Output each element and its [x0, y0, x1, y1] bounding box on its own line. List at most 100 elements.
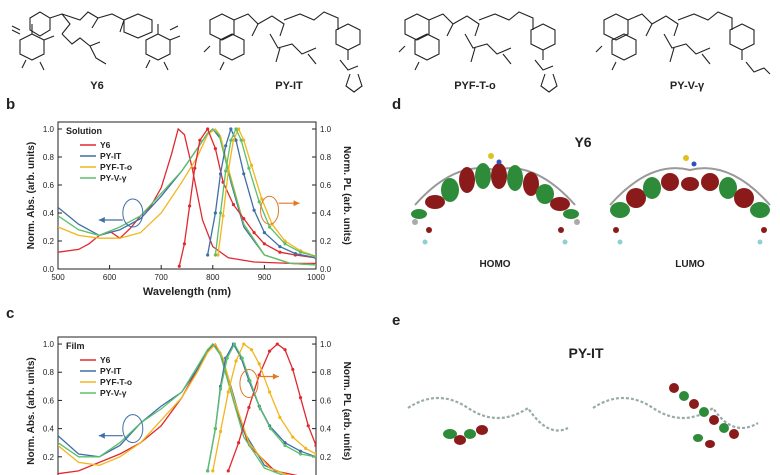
pl-point-y6-pl: [298, 396, 303, 400]
pl-point-pyf-t-o-pl: [304, 446, 308, 450]
y-tick-label-right: 0.8: [320, 153, 332, 162]
pl-point-py-v-pl: [298, 452, 303, 456]
pl-point-pyf-t-o-pl: [267, 390, 272, 394]
pl-point-py-it-pl: [252, 208, 256, 212]
pl-point-y6-pl: [213, 147, 217, 151]
y-tick-label-right: 0.8: [320, 368, 332, 377]
pl-highlight-circle: [260, 195, 280, 225]
pl-point-py-v-pl: [283, 443, 287, 448]
pl-point-y6-pl: [275, 342, 279, 346]
y-tick-label-right: 0.0: [320, 265, 332, 274]
y-tick-label-right: 1.0: [320, 125, 332, 134]
pl-point-py-v-pl: [248, 379, 252, 383]
pl-point-py-v-pl: [314, 455, 316, 459]
pl-point-py-v-pl: [258, 407, 262, 411]
pl-point-py-v-pl: [298, 250, 303, 254]
pl-point-py-it-pl: [234, 138, 238, 142]
pl-point-py-v-pl: [283, 242, 287, 246]
pl-highlight-circle: [239, 369, 259, 399]
pl-point-pyf-t-o-pl: [257, 362, 261, 366]
pl-point-y6-pl: [237, 441, 241, 445]
pl-point-y6-pl: [283, 348, 287, 352]
y-tick-label-left: 1.0: [43, 340, 55, 349]
legend-label-y6: Y6: [100, 355, 111, 365]
pl-point-py-v-pl: [229, 138, 233, 142]
y-tick-label-left: 1.0: [43, 125, 55, 134]
pl-point-pyf-t-o-pl: [291, 435, 295, 439]
panel-letter-c: c: [6, 305, 15, 322]
y-axis-label-left: Norm. Abs. (arb. units): [26, 142, 37, 249]
pl-point-py-it-pl: [206, 253, 210, 257]
pl-point-pyf-t-o-pl: [242, 138, 246, 142]
y-tick-label-left: 0.4: [43, 425, 55, 434]
y-tick-label-left: 0.8: [43, 368, 55, 377]
pl-point-py-v-pl: [257, 200, 261, 204]
plot-frame: [57, 121, 317, 270]
pl-point-py-v-pl: [267, 225, 272, 229]
pl-point-py-v-pl: [218, 211, 223, 215]
pl-point-pyf-t-o-pl: [234, 359, 238, 363]
pl-point-y6-pl: [198, 138, 202, 142]
pl-point-pyf-t-o-pl: [249, 348, 254, 352]
y-tick-label-right: 0.4: [320, 209, 332, 218]
molecule-structures: [11, 11, 771, 93]
y-tick-label-left: 0.6: [43, 181, 55, 190]
pl-point-py-v-pl: [314, 254, 316, 258]
y-axis-label-left: Norm. Abs. (arb. units): [26, 357, 37, 464]
orbital-label-lumo: LUMO: [675, 259, 705, 270]
chart-solution: 0.0 0.0 0.2 0.2 0.4 0.4 0.6 0.6 0.8 0.8 1.0 1.0 500 6…: [26, 121, 352, 298]
series-line-py-v: [58, 342, 285, 475]
pl-point-y6-pl: [314, 443, 316, 448]
abs-highlight-circle: [122, 414, 144, 444]
series-group: [58, 127, 316, 268]
chart-film: 0.2 0.2 0.4 0.4 0.6 0.6 0.8 0.8 1.0 1.0 Norm. Abs.…: [26, 336, 352, 475]
pl-point-py-v-pl: [213, 253, 217, 257]
pl-point-py-it-pl: [262, 231, 266, 235]
pl-point-py-v-pl: [224, 169, 228, 173]
series-line-pyf-t-o-pl: [217, 127, 316, 258]
legend-label-py-v: PY-V-γ: [100, 173, 127, 183]
y6-structure: [11, 11, 181, 71]
pl-point-py-v-pl: [240, 356, 244, 360]
y-tick-label-left: 0.2: [43, 237, 55, 246]
x-axis-label: Wavelength (nm): [143, 286, 232, 298]
series-line-pyf-t-o-pl: [212, 343, 316, 472]
legend-label-y6: Y6: [100, 140, 111, 150]
pl-point-py-v-pl: [239, 138, 243, 142]
series-line-y6-pl: [178, 127, 316, 267]
pl-point-pyf-t-o-pl: [314, 452, 316, 456]
pl-point-py-it-pl: [293, 252, 297, 256]
pl-point-pyf-t-o-pl: [216, 253, 220, 257]
plot-frame: [57, 336, 317, 475]
pl-point-pyf-t-o-pl: [226, 169, 230, 173]
pl-point-py-it-pl: [298, 449, 303, 453]
y-axis-label-right: Norm. PL (arb. units): [341, 362, 352, 461]
y-tick-label-left: 0.2: [43, 453, 55, 462]
molecule-label-py-it: PY-IT: [275, 80, 303, 92]
pyf-t-o-structure: [398, 11, 558, 93]
orbital-title-py-it: PY-IT: [568, 345, 604, 361]
pl-point-pyf-t-o-pl: [237, 127, 241, 131]
orbital-figure-y6: [411, 153, 771, 245]
y-tick-label-right: 0.2: [320, 237, 332, 246]
y-axis-label-right: Norm. PL (arb. units): [341, 146, 352, 245]
pl-point-py-v-pl: [213, 427, 217, 431]
pl-point-py-it-pl: [278, 245, 282, 249]
pl-point-pyf-t-o-pl: [231, 138, 236, 142]
series-line-y6: [58, 127, 316, 265]
pl-arrow-head: [272, 373, 279, 380]
pl-point-y6-pl: [231, 203, 236, 207]
pl-point-y6-pl: [187, 204, 192, 208]
series-line-py-it-pl: [206, 127, 316, 259]
x-tick-label: 900: [258, 273, 272, 282]
y-tick-label-right: 0.6: [320, 396, 332, 405]
series-group: [58, 342, 316, 475]
pl-point-py-v-pl: [234, 127, 238, 131]
pl-point-y6-pl: [182, 242, 187, 246]
pl-point-pyf-t-o-pl: [221, 214, 225, 218]
condition-label: Solution: [66, 126, 102, 136]
pl-point-y6-pl: [257, 373, 261, 377]
pl-point-y6-pl: [247, 405, 251, 410]
pl-point-y6-pl: [206, 127, 210, 131]
pl-point-pyf-t-o-pl: [249, 163, 254, 167]
